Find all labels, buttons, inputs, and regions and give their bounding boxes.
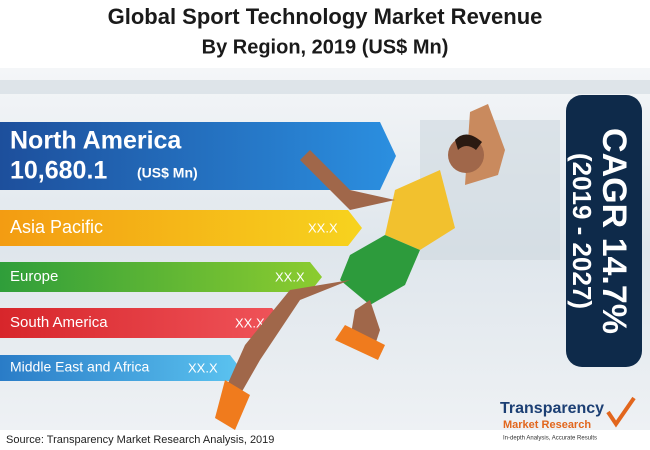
- logo-line2: Market Research: [503, 419, 591, 431]
- region-name: Middle East and Africa: [10, 359, 150, 375]
- region-name: Europe: [10, 268, 58, 285]
- source: Source: Transparency Market Research Ana…: [6, 434, 274, 446]
- region-value: XX.X: [275, 269, 305, 284]
- logo-line1: Transparency: [500, 400, 604, 417]
- subtitle: By Region, 2019 (US$ Mn): [202, 36, 449, 58]
- region-bar: [0, 355, 240, 381]
- runner-illustration: [215, 104, 505, 430]
- cagr-panel: [566, 95, 642, 367]
- region-value: 10,680.1: [10, 157, 107, 185]
- cagr-label: CAGR 14.7%: [595, 128, 633, 334]
- region-bar: [0, 262, 322, 292]
- region-unit: (US$ Mn): [137, 165, 198, 181]
- logo-check: [606, 396, 636, 428]
- region-name: Asia Pacific: [10, 217, 103, 237]
- region-bar: [0, 122, 396, 190]
- region-name: North America: [10, 127, 182, 155]
- title: Global Sport Technology Market Revenue: [108, 4, 543, 29]
- region-name: South America: [10, 314, 108, 331]
- region-bar: [0, 308, 284, 338]
- cagr-period: (2019 - 2027): [567, 153, 597, 309]
- decor: [0, 80, 650, 94]
- region-value: XX.X: [308, 220, 338, 235]
- region-value: XX.X: [188, 360, 218, 375]
- logo-tagline: In-depth Analysis, Accurate Results: [503, 436, 597, 442]
- region-bar: [0, 210, 362, 246]
- region-value: XX.X: [235, 315, 265, 330]
